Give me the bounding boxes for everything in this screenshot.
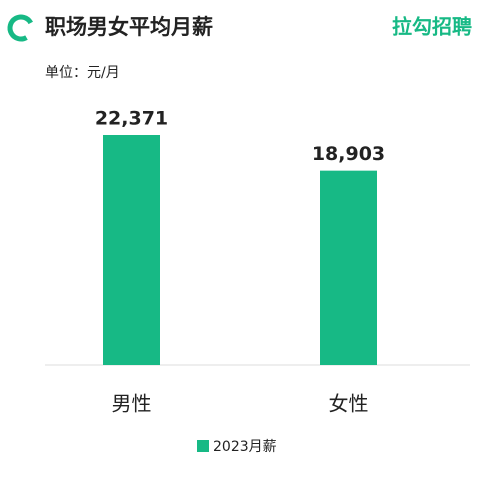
logo-icon: [7, 14, 35, 42]
unit-label: 单位：元/月: [45, 65, 120, 81]
value-label: 18,903: [312, 143, 385, 165]
chart-title: 职场男女平均月薪: [45, 15, 213, 39]
x-tick-label: 男性: [112, 392, 152, 416]
bar: [320, 170, 377, 365]
value-label: 22,371: [95, 108, 168, 130]
brand: 拉勾招聘: [392, 15, 472, 39]
x-tick-label: 女性: [329, 392, 369, 416]
bar: [103, 135, 160, 365]
legend-swatch: [197, 440, 209, 452]
legend-label: 2023月薪: [213, 439, 277, 455]
